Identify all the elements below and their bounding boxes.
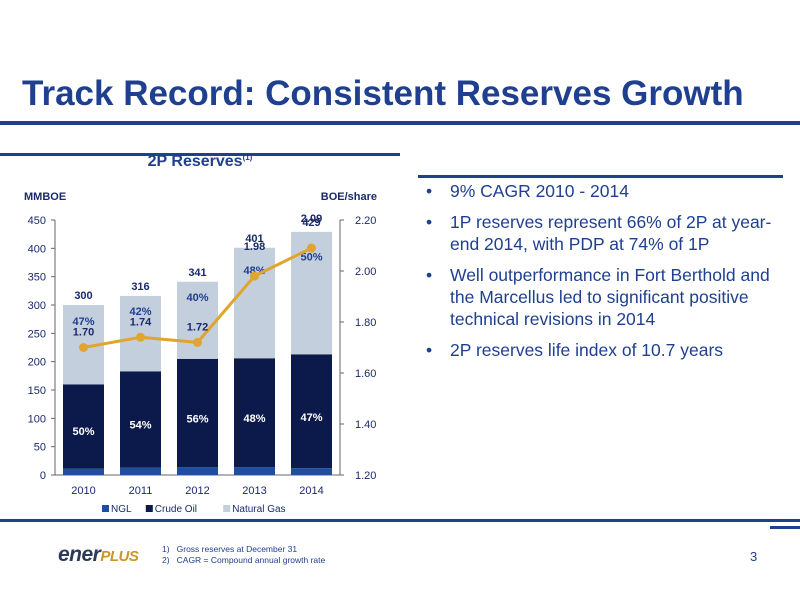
- boe-share-point: [307, 243, 316, 253]
- legend-swatch: [102, 505, 109, 512]
- boe-share-label: 2.09: [301, 213, 322, 225]
- bullet-list: 9% CAGR 2010 - 2014 1P reserves represen…: [426, 180, 786, 370]
- reserves-chart: 2P Reserves(1) MMBOE BOE/share 0 50 100 150 200…: [24, 153, 377, 515]
- slide-title: Track Record: Consistent Reserves Growth: [22, 74, 744, 113]
- y-tick-label: 450: [28, 215, 46, 227]
- page-number: 3: [750, 549, 758, 564]
- footnote: 2) CAGR = Compound annual growth rate: [162, 555, 326, 565]
- crude-pct-label: 56%: [186, 413, 208, 425]
- bar-ngl: [177, 467, 218, 475]
- bar-crude-oil: [234, 358, 275, 468]
- gas-pct-label: 50%: [300, 251, 322, 263]
- x-tick-label: 2011: [129, 485, 153, 497]
- y2-tick-label: 2.20: [355, 215, 376, 227]
- gas-pct-label: 47%: [72, 316, 94, 328]
- boe-share-point: [136, 332, 145, 342]
- y2-tick-label: 1.20: [355, 470, 376, 482]
- bar-crude-oil: [291, 354, 332, 469]
- bullet-item: 2P reserves life index of 10.7 years: [426, 339, 786, 361]
- bar-ngl: [291, 468, 332, 475]
- y2-tick-label: 2.00: [355, 266, 376, 278]
- bullets-header-rule: [418, 175, 783, 178]
- x-tick-label: 2014: [299, 485, 323, 497]
- gas-pct-label: 40%: [186, 292, 208, 304]
- crude-pct-label: 47%: [300, 412, 322, 424]
- legend-label: Natural Gas: [232, 504, 285, 515]
- bar-crude-oil: [120, 371, 161, 468]
- legend-swatch: [223, 505, 231, 512]
- x-tick-label: 2013: [242, 485, 266, 497]
- boe-share-point: [250, 271, 259, 281]
- bullet-item: Well outperformance in Fort Berthold and…: [426, 264, 786, 330]
- y-tick-label: 300: [28, 300, 46, 312]
- bar-total-label: 300: [74, 290, 92, 302]
- y-tick-label: 100: [28, 413, 46, 425]
- boe-share-point: [79, 343, 88, 352]
- crude-pct-label: 48%: [243, 413, 265, 425]
- x-tick-label: 2012: [185, 485, 209, 497]
- bullet-item: 1P reserves represent 66% of 2P at year-…: [426, 211, 786, 255]
- boe-share-label: 1.98: [244, 241, 265, 253]
- title-underline: [0, 121, 800, 125]
- bar-ngl: [120, 467, 161, 475]
- y-tick-label: 50: [34, 442, 46, 454]
- bar-ngl: [234, 467, 275, 475]
- bar-crude-oil: [177, 358, 218, 468]
- boe-share-label: 1.74: [130, 316, 152, 328]
- boe-share-label: 1.72: [187, 321, 208, 333]
- gas-pct-label: 42%: [129, 306, 151, 318]
- x-tick-label: 2010: [71, 485, 95, 497]
- y-tick-label: 150: [28, 385, 46, 397]
- bar-total-label: 429: [302, 217, 320, 229]
- legend-label: Crude Oil: [155, 504, 197, 515]
- chart-title: 2P Reserves(1): [148, 153, 253, 170]
- boe-share-label: 1.70: [73, 327, 94, 339]
- legend-label: NGL: [111, 504, 132, 515]
- y2-axis-label: BOE/share: [321, 191, 377, 203]
- y-axis-label: MMBOE: [24, 191, 66, 203]
- bar-total-label: 316: [131, 281, 149, 293]
- footnotes: 1) Gross reserves at December 31 2) CAGR…: [162, 544, 325, 566]
- crude-pct-label: 54%: [129, 419, 151, 431]
- bar-crude-oil: [63, 384, 104, 469]
- bar-total-label: 401: [245, 233, 263, 245]
- footnote: 1) Gross reserves at December 31: [162, 544, 298, 554]
- footer-accent-rule: [770, 526, 800, 529]
- y-tick-label: 0: [40, 470, 46, 482]
- bar-natural-gas: [234, 247, 275, 359]
- footer-rule: [0, 519, 800, 522]
- y-tick-label: 400: [28, 243, 46, 255]
- y-tick-label: 200: [28, 357, 46, 369]
- bullet-item: 9% CAGR 2010 - 2014: [426, 180, 786, 202]
- y2-tick-label: 1.40: [355, 419, 376, 431]
- bar-total-label: 341: [188, 267, 206, 279]
- legend-swatch: [145, 505, 153, 512]
- y2-tick-label: 1.80: [355, 317, 376, 329]
- chart-header-rule: [0, 153, 400, 156]
- bar-ngl: [63, 468, 104, 475]
- y2-tick-label: 1.60: [355, 368, 376, 380]
- boe-share-point: [193, 337, 202, 347]
- y-tick-label: 250: [28, 328, 46, 340]
- enerplus-logo: enerPLUS: [58, 543, 139, 566]
- y-tick-label: 350: [28, 272, 46, 284]
- crude-pct-label: 50%: [72, 426, 94, 438]
